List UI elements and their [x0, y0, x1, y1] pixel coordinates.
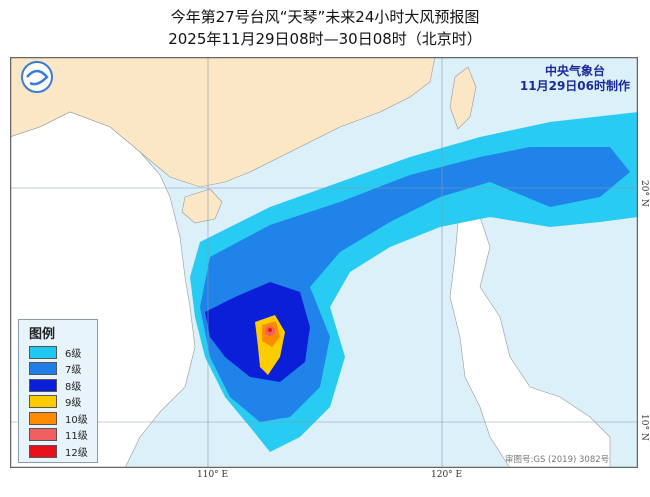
- map-subtitle: 2025年11月29日08时—30日08时（北京时）: [168, 30, 482, 48]
- hainan-island: [181, 188, 223, 224]
- legend-item: 11级: [29, 427, 97, 444]
- review-number: 审图号:GS (2019) 3082号: [505, 455, 610, 465]
- lat-label-20n: 20° N: [639, 180, 649, 207]
- legend-swatch: [29, 395, 57, 409]
- legend-item: 8级: [29, 377, 97, 394]
- wind-level-7-area: [200, 147, 630, 422]
- issued-time: 11月29日06时制作: [519, 79, 630, 93]
- legend-label: 7级: [65, 365, 82, 377]
- wind-level-12-area: [268, 328, 272, 332]
- agency-block: 中央气象台 11月29日06时制作: [520, 64, 630, 94]
- legend-swatch: [29, 444, 57, 458]
- map-title: 今年第27号台风“天琴”未来24小时大风预报图: [170, 8, 480, 26]
- legend-label: 9级: [65, 398, 82, 410]
- legend-swatch: [29, 362, 57, 376]
- lon-label-110e: 110° E: [197, 470, 229, 480]
- legend-title: 图例: [29, 327, 56, 342]
- lat-label-10n: 10° N: [639, 414, 649, 441]
- lon-label-120e: 120° E: [431, 470, 463, 480]
- legend-item: 6级: [29, 344, 97, 361]
- philippines-land: [449, 216, 611, 468]
- legend-label: 11级: [65, 431, 88, 443]
- legend: 图例 6级 7级 8级 9级 10级 11级 12级: [18, 319, 98, 463]
- legend-label: 6级: [65, 348, 82, 360]
- taiwan-island: [449, 66, 477, 130]
- legend-swatch: [29, 378, 57, 392]
- map-frame: [10, 57, 638, 468]
- legend-item: 9级: [29, 394, 97, 411]
- legend-item: 12级: [29, 443, 97, 460]
- legend-swatch: [29, 428, 57, 442]
- legend-swatch: [29, 345, 57, 359]
- agency-name: 中央气象台: [544, 64, 605, 78]
- wind-forecast-map: [10, 57, 638, 468]
- legend-label: 12级: [65, 447, 88, 459]
- legend-label: 8级: [65, 381, 82, 393]
- cma-logo-icon: [21, 61, 53, 93]
- legend-swatch: [29, 411, 57, 425]
- legend-label: 10级: [65, 414, 88, 426]
- legend-item: 10级: [29, 410, 97, 427]
- legend-item: 7级: [29, 361, 97, 378]
